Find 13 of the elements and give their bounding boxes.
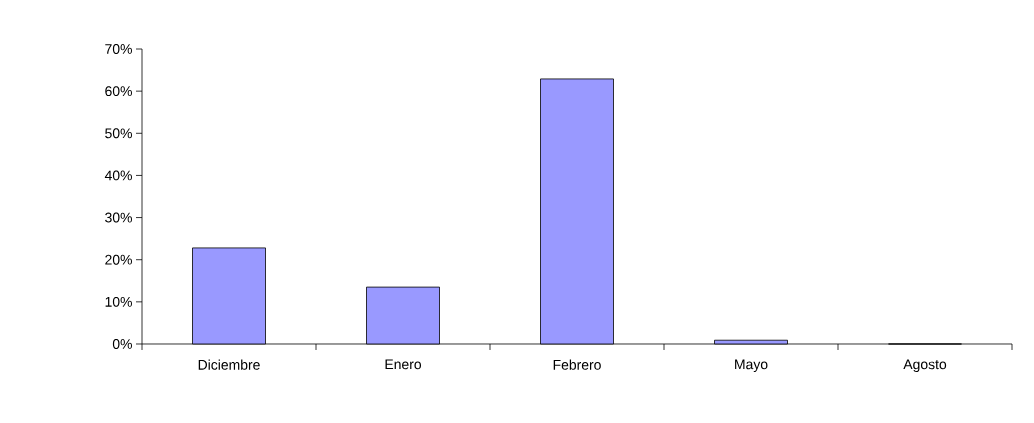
y-tick-label: 60% bbox=[105, 86, 132, 97]
x-tick-label: Enero bbox=[385, 359, 422, 370]
y-tick-label: 40% bbox=[104, 170, 132, 181]
y-tick-label: 70% bbox=[105, 44, 132, 54]
y-tick-label: 20% bbox=[105, 254, 132, 265]
x-tick-label: Febrero bbox=[553, 359, 601, 370]
y-tick-label: 50% bbox=[105, 128, 132, 139]
x-tick-label: Agosto bbox=[903, 359, 947, 373]
y-tick-label: 0% bbox=[112, 339, 132, 349]
x-tick-label: Mayo bbox=[735, 359, 768, 373]
y-tick-label: 30% bbox=[105, 212, 132, 223]
y-tick-label: 10% bbox=[105, 296, 132, 307]
x-tick-label: Diciembre bbox=[198, 359, 260, 370]
